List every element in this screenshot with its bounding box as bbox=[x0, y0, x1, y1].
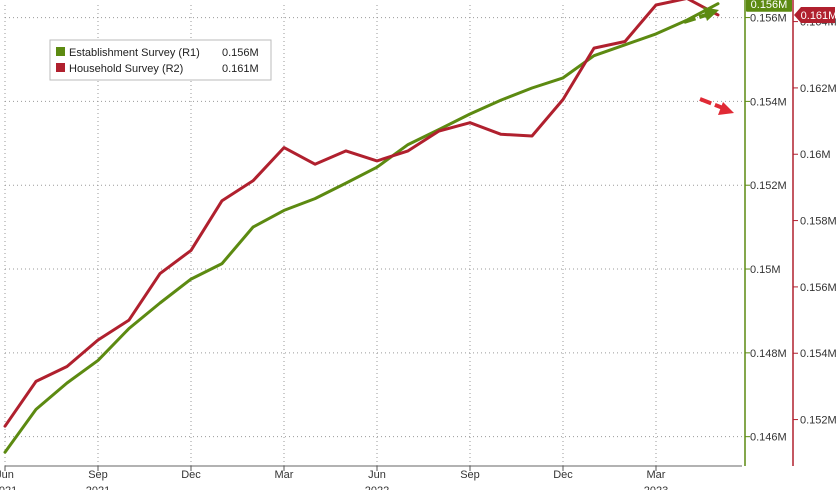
household-point bbox=[345, 150, 347, 152]
r1-tick-label: 0.148M bbox=[750, 348, 787, 360]
r2-tick-label: 0.154M bbox=[800, 348, 836, 360]
household-last-value-tag bbox=[794, 6, 835, 23]
household-point bbox=[376, 160, 378, 162]
trend-arrows bbox=[683, 7, 734, 115]
establishment-point bbox=[655, 33, 657, 35]
establishment-point bbox=[97, 359, 99, 362]
establishment-point bbox=[717, 2, 719, 5]
establishment-point bbox=[283, 209, 285, 212]
legend: Establishment Survey (R1) 0.156M Househo… bbox=[49, 39, 272, 81]
household-point bbox=[159, 272, 161, 275]
household-point bbox=[717, 14, 719, 16]
establishment-point bbox=[469, 113, 471, 115]
x-tick-label: Jun bbox=[368, 469, 386, 481]
legend-value-household: 0.161M bbox=[222, 63, 259, 75]
establishment-point bbox=[500, 99, 502, 101]
establishment-point bbox=[624, 44, 626, 46]
household-point bbox=[252, 179, 254, 182]
establishment-last-value-tag bbox=[746, 0, 792, 12]
household-point bbox=[500, 133, 502, 136]
r1-tick-label: 0.15M bbox=[750, 264, 781, 276]
establishment-point bbox=[345, 182, 347, 184]
household-point bbox=[469, 121, 471, 124]
establishment-point bbox=[314, 197, 316, 200]
household-last-value: 0.161M bbox=[801, 10, 836, 22]
household-point bbox=[593, 47, 595, 49]
legend-value-establishment: 0.156M bbox=[222, 47, 259, 59]
r2-tick-label: 0.158M bbox=[800, 216, 836, 228]
establishment-point bbox=[593, 54, 595, 57]
household-trend-arrow-head bbox=[718, 102, 734, 115]
r1-tick-label: 0.152M bbox=[750, 180, 787, 192]
establishment-point bbox=[128, 327, 130, 330]
establishment-point bbox=[35, 408, 37, 411]
legend-swatch-household bbox=[56, 63, 65, 72]
establishment-point bbox=[531, 87, 533, 89]
establishment-last-value: 0.156M bbox=[751, 0, 788, 11]
household-point bbox=[314, 163, 316, 165]
household-point bbox=[221, 199, 223, 202]
household-point bbox=[407, 150, 409, 152]
establishment-point bbox=[562, 77, 564, 79]
r2-tick-label: 0.162M bbox=[800, 83, 836, 95]
x-year-label: 2021 bbox=[86, 485, 110, 490]
r1-tick-label: 0.146M bbox=[750, 432, 787, 444]
x-tick-label: Dec bbox=[181, 469, 201, 481]
establishment-point bbox=[159, 302, 161, 304]
establishment-point bbox=[407, 143, 409, 146]
x-tick-label: Sep bbox=[88, 469, 108, 481]
x-tick-label: Jun bbox=[0, 469, 14, 481]
establishment-point bbox=[66, 382, 68, 384]
household-point bbox=[35, 380, 37, 383]
x-year-label: 2023 bbox=[644, 485, 668, 490]
x-year-label: 2022 bbox=[365, 485, 389, 490]
r2-tick-label: 0.16M bbox=[800, 149, 831, 161]
establishment-survey-line bbox=[3, 2, 720, 454]
household-point bbox=[624, 40, 626, 43]
household-point bbox=[4, 425, 6, 428]
r1-tick-label: 0.154M bbox=[750, 96, 787, 108]
legend-label-household: Household Survey (R2) bbox=[69, 63, 183, 75]
gridlines bbox=[4, 5, 742, 466]
legend-box bbox=[49, 39, 272, 81]
legend-swatch-establishment bbox=[56, 47, 65, 56]
establishment-trend-arrow-shaft bbox=[683, 13, 707, 24]
series-lines bbox=[3, 0, 720, 454]
establishment-point bbox=[4, 451, 6, 453]
household-point bbox=[283, 146, 285, 149]
establishment-point bbox=[190, 278, 192, 280]
r2-tick-label: 0.152M bbox=[800, 415, 836, 427]
legend-label-establishment: Establishment Survey (R1) bbox=[69, 47, 200, 59]
household-point bbox=[97, 339, 99, 341]
household-trend-arrow-shaft bbox=[699, 97, 724, 110]
x-year-label: 2021 bbox=[0, 485, 17, 490]
household-survey-line bbox=[3, 0, 720, 428]
household-point bbox=[128, 319, 130, 321]
x-tick-label: Mar bbox=[275, 469, 294, 481]
x-tick-label: Mar bbox=[647, 469, 666, 481]
household-point bbox=[531, 135, 533, 137]
establishment-point bbox=[252, 226, 254, 228]
household-point bbox=[438, 130, 440, 132]
household-point bbox=[655, 4, 657, 6]
r2-tick-label: 0.156M bbox=[800, 282, 836, 294]
household-point bbox=[562, 98, 564, 101]
x-tick-label: Dec bbox=[553, 469, 573, 481]
r1-tick-label: 0.156M bbox=[750, 13, 787, 25]
establishment-point bbox=[376, 166, 378, 168]
establishment-point bbox=[221, 262, 223, 265]
household-point bbox=[190, 249, 192, 252]
x-tick-label: Sep bbox=[460, 469, 480, 481]
household-point bbox=[66, 365, 68, 368]
establishment-trend-arrow-head bbox=[703, 7, 719, 21]
